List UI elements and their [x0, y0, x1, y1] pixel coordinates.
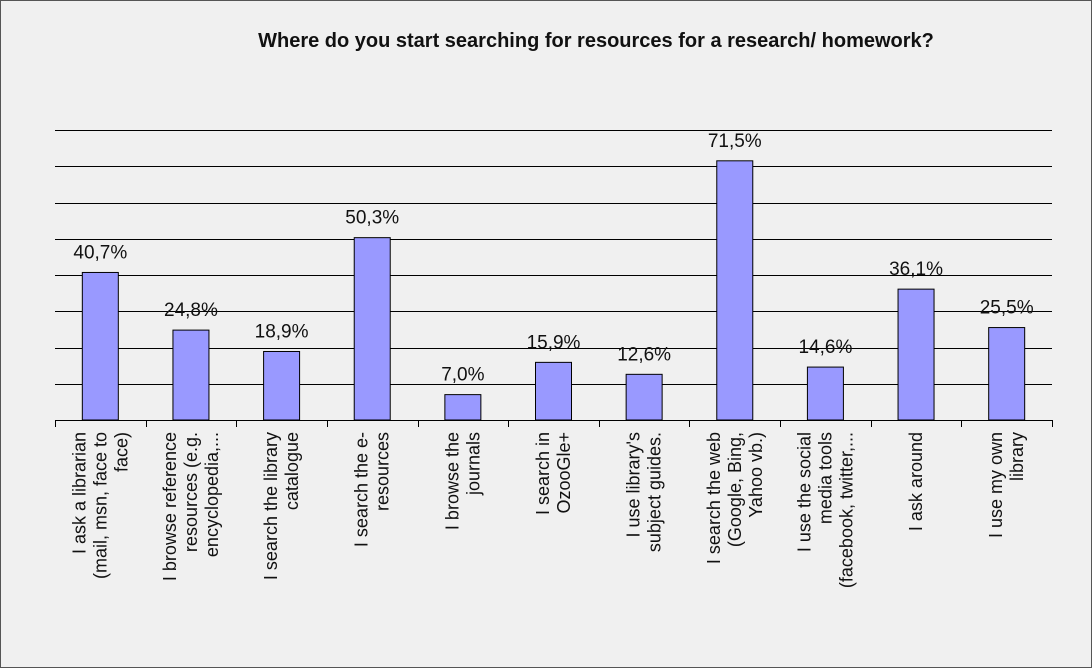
category-label: (mail, msn, face to: [90, 432, 110, 579]
data-label: 36,1%: [889, 259, 943, 280]
bar: [806, 366, 844, 421]
data-label: 14,6%: [798, 337, 852, 358]
category-label: OzooGle+: [554, 432, 574, 514]
data-label: 50,3%: [345, 208, 399, 229]
bar: [444, 394, 482, 421]
category-label: media tools: [815, 432, 835, 524]
gridlines: [55, 130, 1052, 385]
category-label: I ask a librarian: [69, 432, 89, 554]
data-label: 71,5%: [708, 131, 762, 152]
category-label: resources: [373, 432, 393, 511]
category-labels: I ask a librarian (mail, msn, face to face…: [69, 432, 1027, 588]
data-label: 24,8%: [164, 300, 218, 321]
category-label: I use the social: [794, 432, 814, 552]
category-label: I use library's: [624, 432, 644, 537]
category-label: I use my own: [986, 432, 1006, 538]
category-label: Yahoo vb.): [746, 432, 766, 518]
category-label: (facebook, twitter,...: [836, 432, 856, 588]
category-label: resources (e.g.: [181, 432, 201, 552]
category-label: catalogue: [282, 432, 302, 510]
category-label: I browse the: [442, 432, 462, 530]
data-label: 15,9%: [527, 332, 581, 353]
x-axis: [55, 420, 1053, 427]
category-label: I browse reference: [160, 432, 180, 581]
category-label: journals: [463, 432, 483, 496]
bars: [81, 160, 1026, 421]
bar: [625, 373, 663, 421]
category-label: face): [111, 432, 131, 472]
category-label: I search the web: [704, 432, 724, 564]
chart-title: Where do you start searching for resourc…: [258, 30, 934, 52]
data-label: 12,6%: [617, 344, 671, 365]
category-label: subject guides.: [645, 432, 665, 552]
category-label: I ask around: [906, 432, 926, 531]
category-label: I search the e-: [352, 432, 372, 547]
data-label: 25,5%: [980, 298, 1034, 319]
bar: [897, 288, 935, 421]
bar: [535, 361, 572, 421]
category-label: (Google, Bing,: [725, 432, 745, 547]
bar: [81, 271, 119, 421]
bar: [353, 237, 391, 421]
category-label: library: [1007, 432, 1027, 481]
category-label: I search the library: [261, 432, 281, 580]
data-label: 7,0%: [441, 365, 484, 386]
bar: [988, 327, 1026, 421]
category-label: I search in: [533, 432, 553, 515]
data-label: 18,9%: [255, 321, 309, 342]
data-label: 40,7%: [73, 242, 127, 263]
bar: [172, 329, 210, 421]
bar: [263, 350, 301, 421]
category-label: encyclopedia,...: [202, 432, 222, 557]
bar: [716, 160, 754, 421]
data-labels: 40,7% 24,8% 18,9% 50,3% 7,0% 15,9% 12,6% 71,5% 1…: [73, 131, 1033, 386]
